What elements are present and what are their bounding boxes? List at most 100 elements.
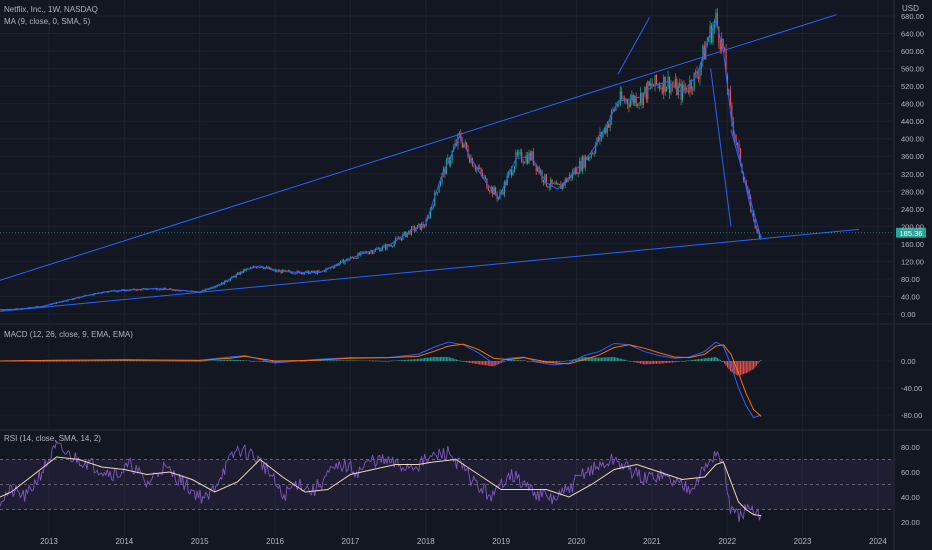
macd-histogram-bar (728, 361, 730, 370)
candle-body (451, 151, 453, 160)
macd-histogram-bar (603, 357, 605, 361)
macd-histogram-bar (331, 360, 333, 361)
macd-histogram-bar (276, 361, 278, 363)
candle-body (108, 291, 110, 293)
candle-body (383, 244, 385, 247)
macd-histogram-bar (638, 361, 640, 364)
candle-body (484, 176, 487, 179)
macd-histogram-bar (679, 361, 681, 362)
macd-histogram-bar (464, 361, 466, 362)
x-tick-label: 2015 (191, 537, 209, 546)
macd-histogram-bar (409, 359, 411, 361)
macd-histogram-bar (229, 359, 231, 361)
rsi-ma-line (0, 456, 762, 517)
macd-histogram-bar (232, 359, 234, 361)
candle-body (655, 75, 658, 85)
candle-body (502, 192, 504, 195)
macd-histogram-bar (506, 360, 508, 361)
rsi-tick-label: 20.00 (901, 518, 920, 527)
candle-body (235, 274, 237, 278)
macd-histogram-bar (651, 361, 653, 365)
candle-body (380, 249, 382, 252)
price-tick-label: 80.00 (901, 275, 920, 284)
candle-body (612, 109, 614, 110)
macd-histogram-bar (322, 360, 324, 361)
candle-body (376, 248, 378, 250)
macd-tick-label: -80.00 (901, 411, 922, 420)
price-tick-label: 280.00 (901, 187, 924, 196)
candle-body (537, 167, 539, 172)
candle-body (234, 276, 236, 278)
macd-histogram-bar (608, 357, 610, 361)
candle-body (641, 92, 643, 106)
macd-histogram-bar (642, 361, 644, 365)
candle-body (364, 251, 366, 253)
macd-histogram-bar (576, 358, 578, 361)
candle-body (432, 206, 434, 207)
candle-body (661, 87, 663, 94)
macd-histogram-bar (524, 360, 526, 361)
macd-histogram-bar (412, 359, 414, 361)
price-tick-label: 520.00 (901, 82, 924, 91)
candle-body (570, 174, 572, 179)
candle-body (442, 168, 445, 174)
candle-body (615, 105, 617, 111)
candle-body (658, 84, 660, 89)
candle-body (61, 301, 63, 303)
macd-histogram-bar (640, 361, 642, 364)
macd-histogram-bar (477, 361, 479, 365)
macd-histogram-bar (328, 360, 330, 361)
candle-body (631, 94, 633, 101)
candle-body (215, 286, 217, 288)
price-pane[interactable]: 185.36 (0, 8, 926, 312)
macd-pane[interactable] (0, 341, 762, 419)
macd-histogram-bar (489, 361, 491, 366)
macd-histogram-bar (341, 360, 343, 361)
rsi-pane[interactable] (0, 440, 893, 523)
candle-body (755, 226, 758, 228)
macd-histogram-bar (484, 361, 486, 366)
candle-body (463, 144, 465, 148)
macd-histogram-bar (398, 360, 400, 361)
last-price-text: 185.36 (900, 229, 923, 238)
macd-histogram-bar (711, 357, 713, 361)
candle-body (750, 196, 752, 212)
candle-body (651, 83, 653, 87)
macd-histogram-bar (654, 361, 656, 364)
macd-histogram-bar (480, 361, 482, 365)
macd-histogram-bar (218, 360, 220, 361)
candle-body (739, 148, 742, 165)
candle-body (725, 49, 727, 76)
macd-histogram-bar (405, 359, 407, 361)
candle-body (621, 91, 623, 100)
macd-histogram-bar (476, 361, 478, 365)
price-tick-label: 560.00 (901, 65, 924, 74)
candle-body (602, 132, 604, 137)
macd-histogram-bar (406, 359, 408, 361)
trendline (730, 129, 761, 234)
candle-body (309, 272, 311, 274)
macd-histogram-bar (740, 361, 742, 376)
ma-legend: MA (9, close, 0, SMA, 5) (4, 17, 93, 26)
macd-histogram-bar (245, 360, 247, 361)
macd-histogram-bar (532, 361, 534, 363)
candle-body (628, 103, 630, 107)
macd-tick-label: -40.00 (901, 384, 922, 393)
candle-body (635, 96, 637, 106)
candle-body (355, 257, 358, 259)
candle-body (583, 156, 585, 168)
macd-histogram-bar (590, 357, 592, 361)
candle-body (135, 290, 137, 291)
macd-histogram-bar (635, 361, 637, 363)
candle-body (226, 281, 229, 283)
macd-histogram-bar (540, 361, 542, 364)
macd-histogram-bar (750, 361, 752, 371)
macd-histogram-bar (519, 360, 521, 361)
macd-histogram-bar (674, 361, 676, 363)
candle-body (402, 234, 404, 240)
candle-body (216, 285, 218, 287)
candle-body (390, 245, 392, 247)
macd-histogram-bar (708, 357, 710, 361)
candle-body (450, 159, 452, 165)
